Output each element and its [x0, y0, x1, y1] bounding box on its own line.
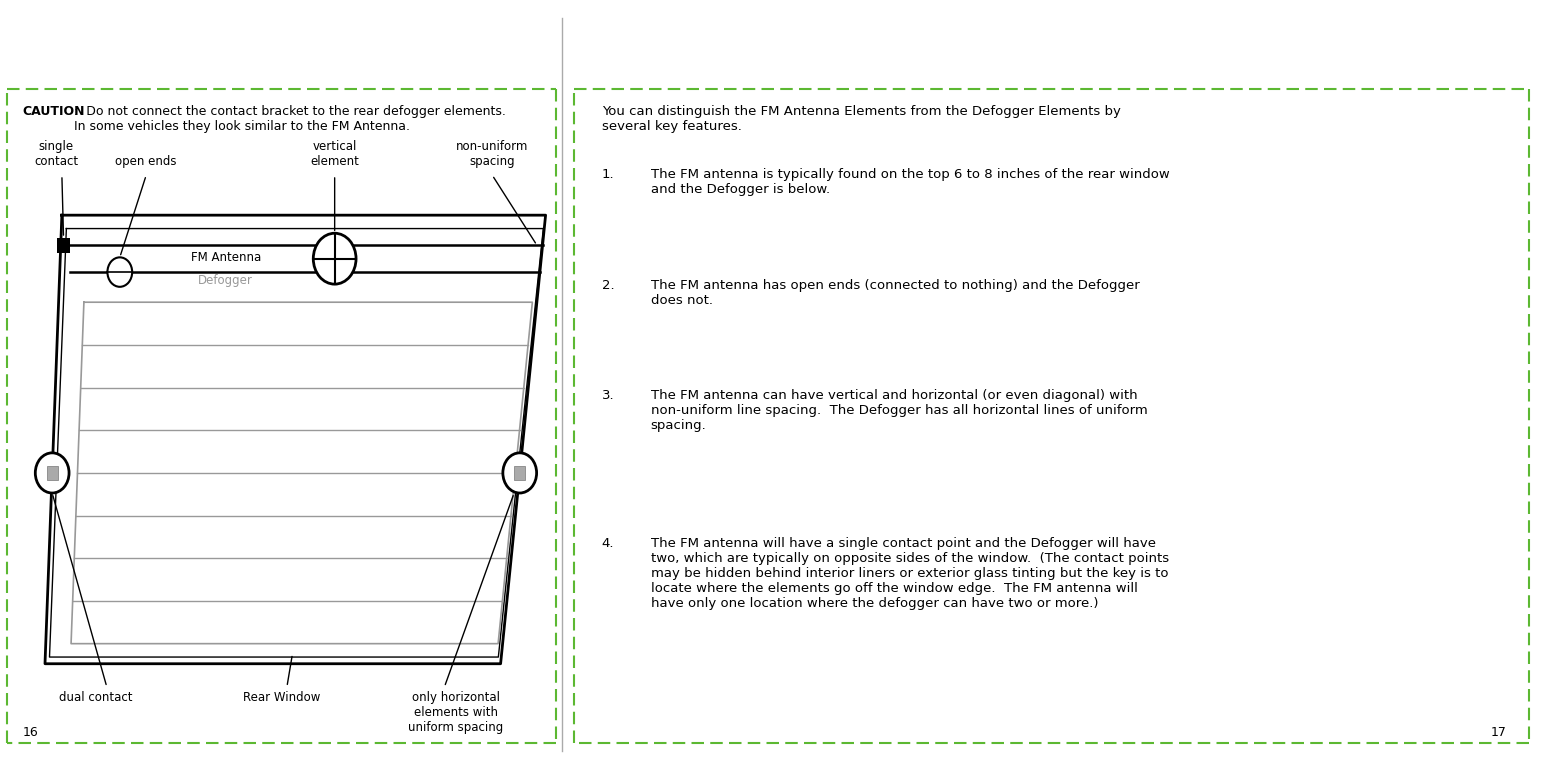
Circle shape: [108, 257, 133, 287]
Text: 4.: 4.: [601, 536, 615, 550]
Bar: [515, 466, 525, 480]
Circle shape: [502, 453, 536, 493]
Text: You can distinguish the FM Antenna Elements from the Defogger Elements by
severa: You can distinguish the FM Antenna Eleme…: [601, 104, 1120, 132]
Circle shape: [35, 453, 69, 493]
Text: The FM antenna will have a single contact point and the Defogger will have
two, : The FM antenna will have a single contac…: [650, 536, 1168, 610]
Text: :  Do not connect the contact bracket to the rear defogger elements.
In some veh: : Do not connect the contact bracket to …: [74, 104, 505, 132]
Text: CAUTION: CAUTION: [23, 104, 85, 118]
Text: 3.: 3.: [601, 389, 615, 402]
Bar: [57, 238, 69, 252]
Text: Internal On Glass Antenna Routing: Internal On Glass Antenna Routing: [1176, 40, 1516, 59]
Text: The FM antenna can have vertical and horizontal (or even diagonal) with
non-unif: The FM antenna can have vertical and hor…: [650, 389, 1148, 432]
Text: vertical
element: vertical element: [310, 140, 359, 168]
Text: FM Antenna: FM Antenna: [191, 251, 262, 264]
Text: single
contact: single contact: [34, 140, 79, 168]
Text: Rear Window: Rear Window: [242, 690, 321, 704]
Text: The FM antenna has open ends (connected to nothing) and the Defogger
does not.: The FM antenna has open ends (connected …: [650, 279, 1139, 307]
Text: 2.: 2.: [601, 279, 615, 292]
Text: Defogger: Defogger: [197, 275, 253, 287]
Text: The FM antenna is typically found on the top 6 to 8 inches of the rear window
an: The FM antenna is typically found on the…: [650, 168, 1170, 197]
Text: 1.: 1.: [601, 168, 615, 181]
Text: Internal On Glass Antenna Routing: Internal On Glass Antenna Routing: [14, 40, 354, 59]
Bar: [46, 466, 59, 480]
Circle shape: [313, 233, 356, 284]
Text: 17: 17: [1490, 726, 1507, 738]
Text: non-uniform
spacing: non-uniform spacing: [456, 140, 529, 168]
Text: 16: 16: [23, 726, 39, 738]
Text: only horizontal
elements with
uniform spacing: only horizontal elements with uniform sp…: [408, 690, 504, 734]
Text: open ends: open ends: [116, 156, 177, 168]
Text: dual contact: dual contact: [59, 690, 133, 704]
